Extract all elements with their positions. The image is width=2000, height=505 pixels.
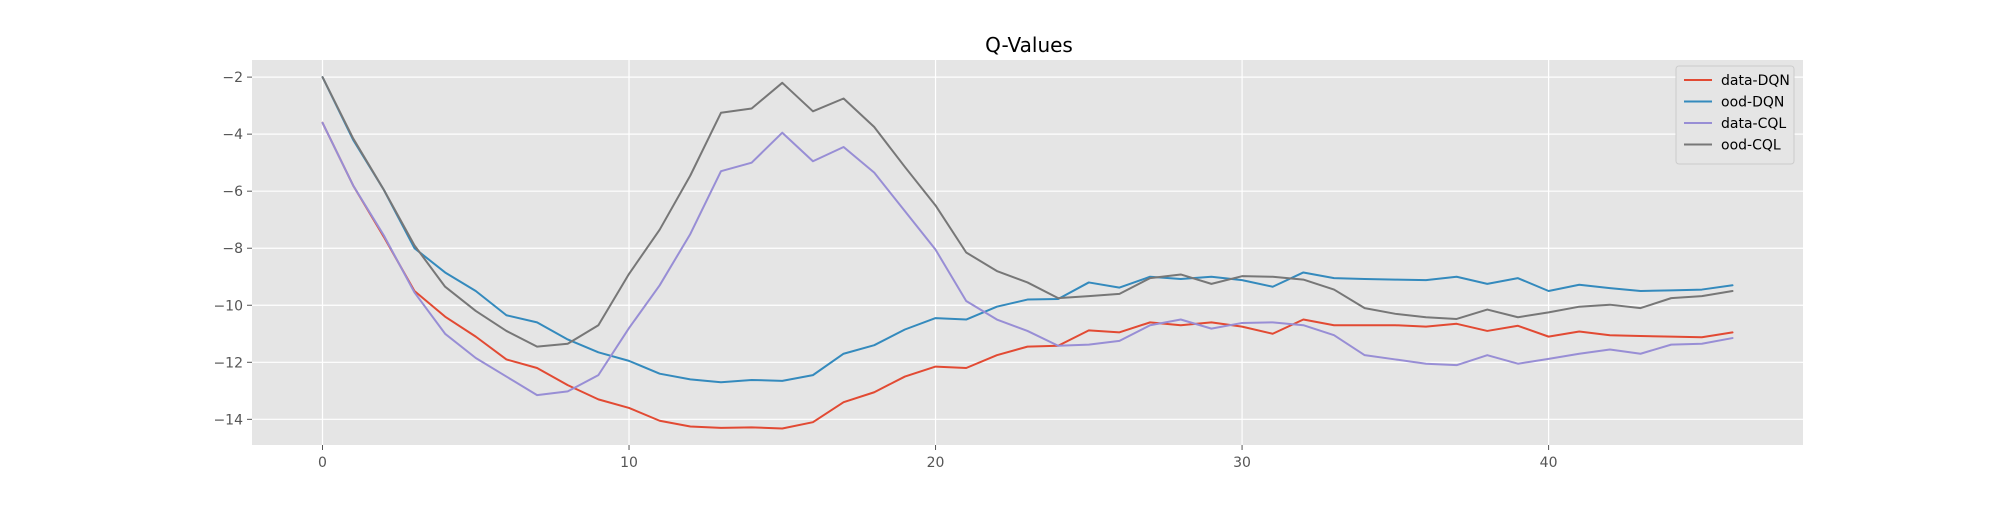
x-tick-label: 30 (1233, 455, 1251, 471)
y-tick-label: −4 (222, 127, 243, 143)
series-line-data-DQN (321, 121, 1734, 430)
y-tick-label: −2 (222, 70, 243, 86)
y-tick-label: −6 (222, 184, 243, 200)
grid-lines (252, 60, 1803, 445)
x-tick-label: 0 (318, 455, 327, 471)
x-tick-label: 10 (620, 455, 638, 471)
legend-box (1675, 65, 1795, 165)
series-lines (321, 76, 1734, 430)
y-tick-label: −10 (213, 298, 243, 314)
series-line-ood-CQL (321, 76, 1734, 348)
series-line-data-CQL (321, 121, 1734, 397)
chart-title: Q-Values (985, 33, 1073, 57)
legend-label: data-DQN (1721, 73, 1790, 89)
axis-ticks: 0 10 20 30 40 −14 −12 −10 −8 −6 −4 −2 (213, 70, 1557, 471)
legend-label: ood-CQL (1721, 138, 1781, 154)
legend-label: ood-DQN (1721, 95, 1784, 111)
legend: data-DQN ood-DQN data-CQL ood-CQL (1675, 65, 1795, 165)
y-tick-label: −12 (213, 355, 243, 371)
x-tick-label: 40 (1540, 455, 1558, 471)
y-tick-label: −14 (213, 412, 243, 428)
series-line-ood-DQN (321, 76, 1734, 384)
legend-label: data-CQL (1721, 116, 1786, 132)
x-tick-label: 20 (927, 455, 945, 471)
plot-area (252, 60, 1803, 445)
y-tick-label: −8 (222, 241, 243, 257)
